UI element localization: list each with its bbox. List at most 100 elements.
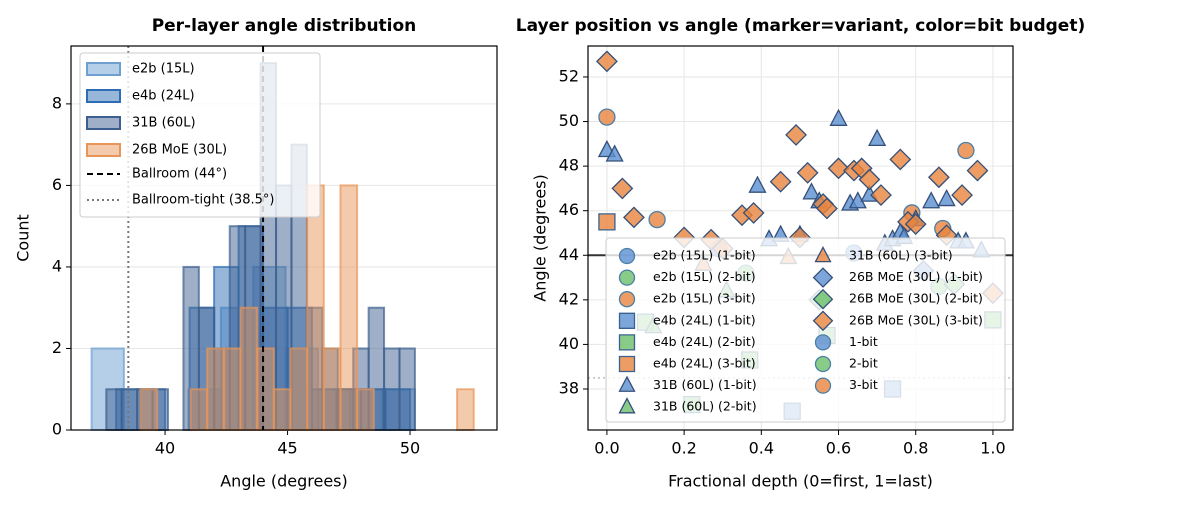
point: [829, 108, 848, 126]
bar: [289, 347, 309, 432]
y-tick-label: 52: [559, 66, 579, 85]
point: [796, 161, 819, 184]
legend-swatch: [86, 143, 121, 157]
legend-label: 2-bit: [849, 356, 878, 371]
legend-swatch: [86, 62, 121, 76]
legend-label: Ballroom (44°): [132, 167, 227, 182]
x-axis-label: Fractional depth (0=first, 1=last): [668, 472, 933, 491]
bar: [239, 306, 259, 431]
x-tick-label: 0.8: [903, 439, 928, 458]
legend-label: e2b (15L) (1-bit): [653, 248, 756, 263]
x-tick-label: 40: [155, 439, 175, 458]
point: [951, 184, 973, 207]
legend-label: 26B MoE (30L) (2-bit): [849, 291, 983, 306]
legend-marker: [618, 247, 636, 265]
point: [595, 50, 618, 73]
point: [769, 170, 792, 193]
point: [623, 206, 645, 229]
chart-title: Layer position vs angle (marker=variant,…: [516, 16, 1085, 36]
y-tick-label: 38: [559, 378, 579, 397]
bar: [398, 347, 416, 432]
y-tick-label: 48: [559, 156, 579, 175]
point: [816, 197, 838, 220]
axes-frame: [587, 45, 1014, 431]
point: [966, 159, 989, 182]
legend-label: e2b (15L) (3-bit): [653, 291, 756, 306]
chart-title: Per-layer angle distribution: [152, 16, 417, 36]
legend-label: 26B MoE (30L) (1-bit): [849, 269, 983, 284]
bar: [383, 347, 401, 432]
legend-label: 31B (60L) (1-bit): [653, 377, 757, 392]
legend-box: [605, 237, 1006, 423]
x-tick-label: 0.6: [826, 439, 851, 458]
point: [605, 144, 624, 162]
y-tick-label: 46: [559, 200, 579, 219]
legend-label: 26B MoE (30L): [132, 143, 227, 158]
bar: [120, 388, 139, 431]
legend-marker: [618, 397, 636, 414]
legend-marker: [814, 245, 832, 263]
legend-marker: [814, 377, 832, 394]
y-axis-label: Angle (degrees): [531, 174, 550, 302]
legend-marker: [618, 312, 636, 329]
legend-label: e4b (24L): [132, 89, 195, 104]
point: [927, 166, 950, 189]
bar: [356, 388, 375, 431]
x-tick-label: 0.2: [671, 439, 696, 458]
y-tick-label: 6: [52, 175, 62, 194]
point: [748, 175, 767, 193]
y-tick-label: 2: [52, 338, 62, 357]
legend-label: 31B (60L) (2-bit): [653, 399, 757, 414]
point: [922, 191, 941, 209]
x-tick-label: 50: [400, 439, 420, 458]
point: [742, 202, 765, 224]
y-tick-label: 42: [559, 289, 579, 308]
point: [957, 141, 975, 160]
x-tick-label: 1.0: [980, 439, 1005, 458]
x-tick-label: 0.4: [749, 439, 774, 458]
x-tick-label: 0.0: [594, 439, 619, 458]
legend-label: 31B (60L) (3-bit): [849, 248, 953, 263]
legend-swatch: [86, 89, 121, 103]
legend-label: e4b (24L) (3-bit): [653, 356, 756, 371]
y-tick-label: 40: [559, 334, 579, 353]
legend-marker: [618, 269, 636, 286]
legend-label: 26B MoE (30L) (3-bit): [849, 312, 983, 327]
point: [611, 177, 634, 200]
bar: [139, 388, 159, 431]
axes-frame: [70, 45, 498, 431]
bar: [322, 347, 342, 432]
legend-marker: [812, 288, 834, 310]
legend-label: 3-bit: [849, 377, 878, 392]
bar: [456, 388, 475, 431]
point: [868, 128, 887, 147]
legend-marker: [618, 291, 636, 308]
point: [802, 182, 821, 200]
point: [598, 108, 616, 126]
bar: [206, 347, 225, 432]
bar: [306, 184, 325, 431]
bar: [339, 184, 359, 431]
x-axis-label: Angle (degrees): [220, 472, 348, 491]
legend-label: e2b (15L) (2-bit): [653, 269, 756, 284]
point: [870, 184, 892, 207]
legend: e2b (15L) (1-bit) e2b (15L) (2-bit) e2b (1…: [605, 237, 1006, 423]
legend-marker: [618, 375, 636, 392]
bar: [105, 388, 123, 431]
y-tick-label: 50: [559, 111, 579, 130]
y-tick-label: 8: [52, 93, 62, 112]
bar: [272, 388, 292, 431]
bar: [222, 347, 242, 432]
point: [785, 124, 807, 146]
legend-marker: [812, 310, 834, 332]
legend-label: e2b (15L): [132, 62, 195, 77]
legend-marker: [812, 267, 834, 288]
legend-label: e4b (24L) (2-bit): [653, 334, 756, 349]
point: [904, 213, 927, 235]
y-axis-label: Count: [14, 214, 33, 262]
x-tick-label: 45: [277, 439, 297, 458]
point: [937, 188, 956, 207]
y-tick-label: 4: [52, 256, 62, 275]
legend-swatch: [86, 116, 121, 130]
